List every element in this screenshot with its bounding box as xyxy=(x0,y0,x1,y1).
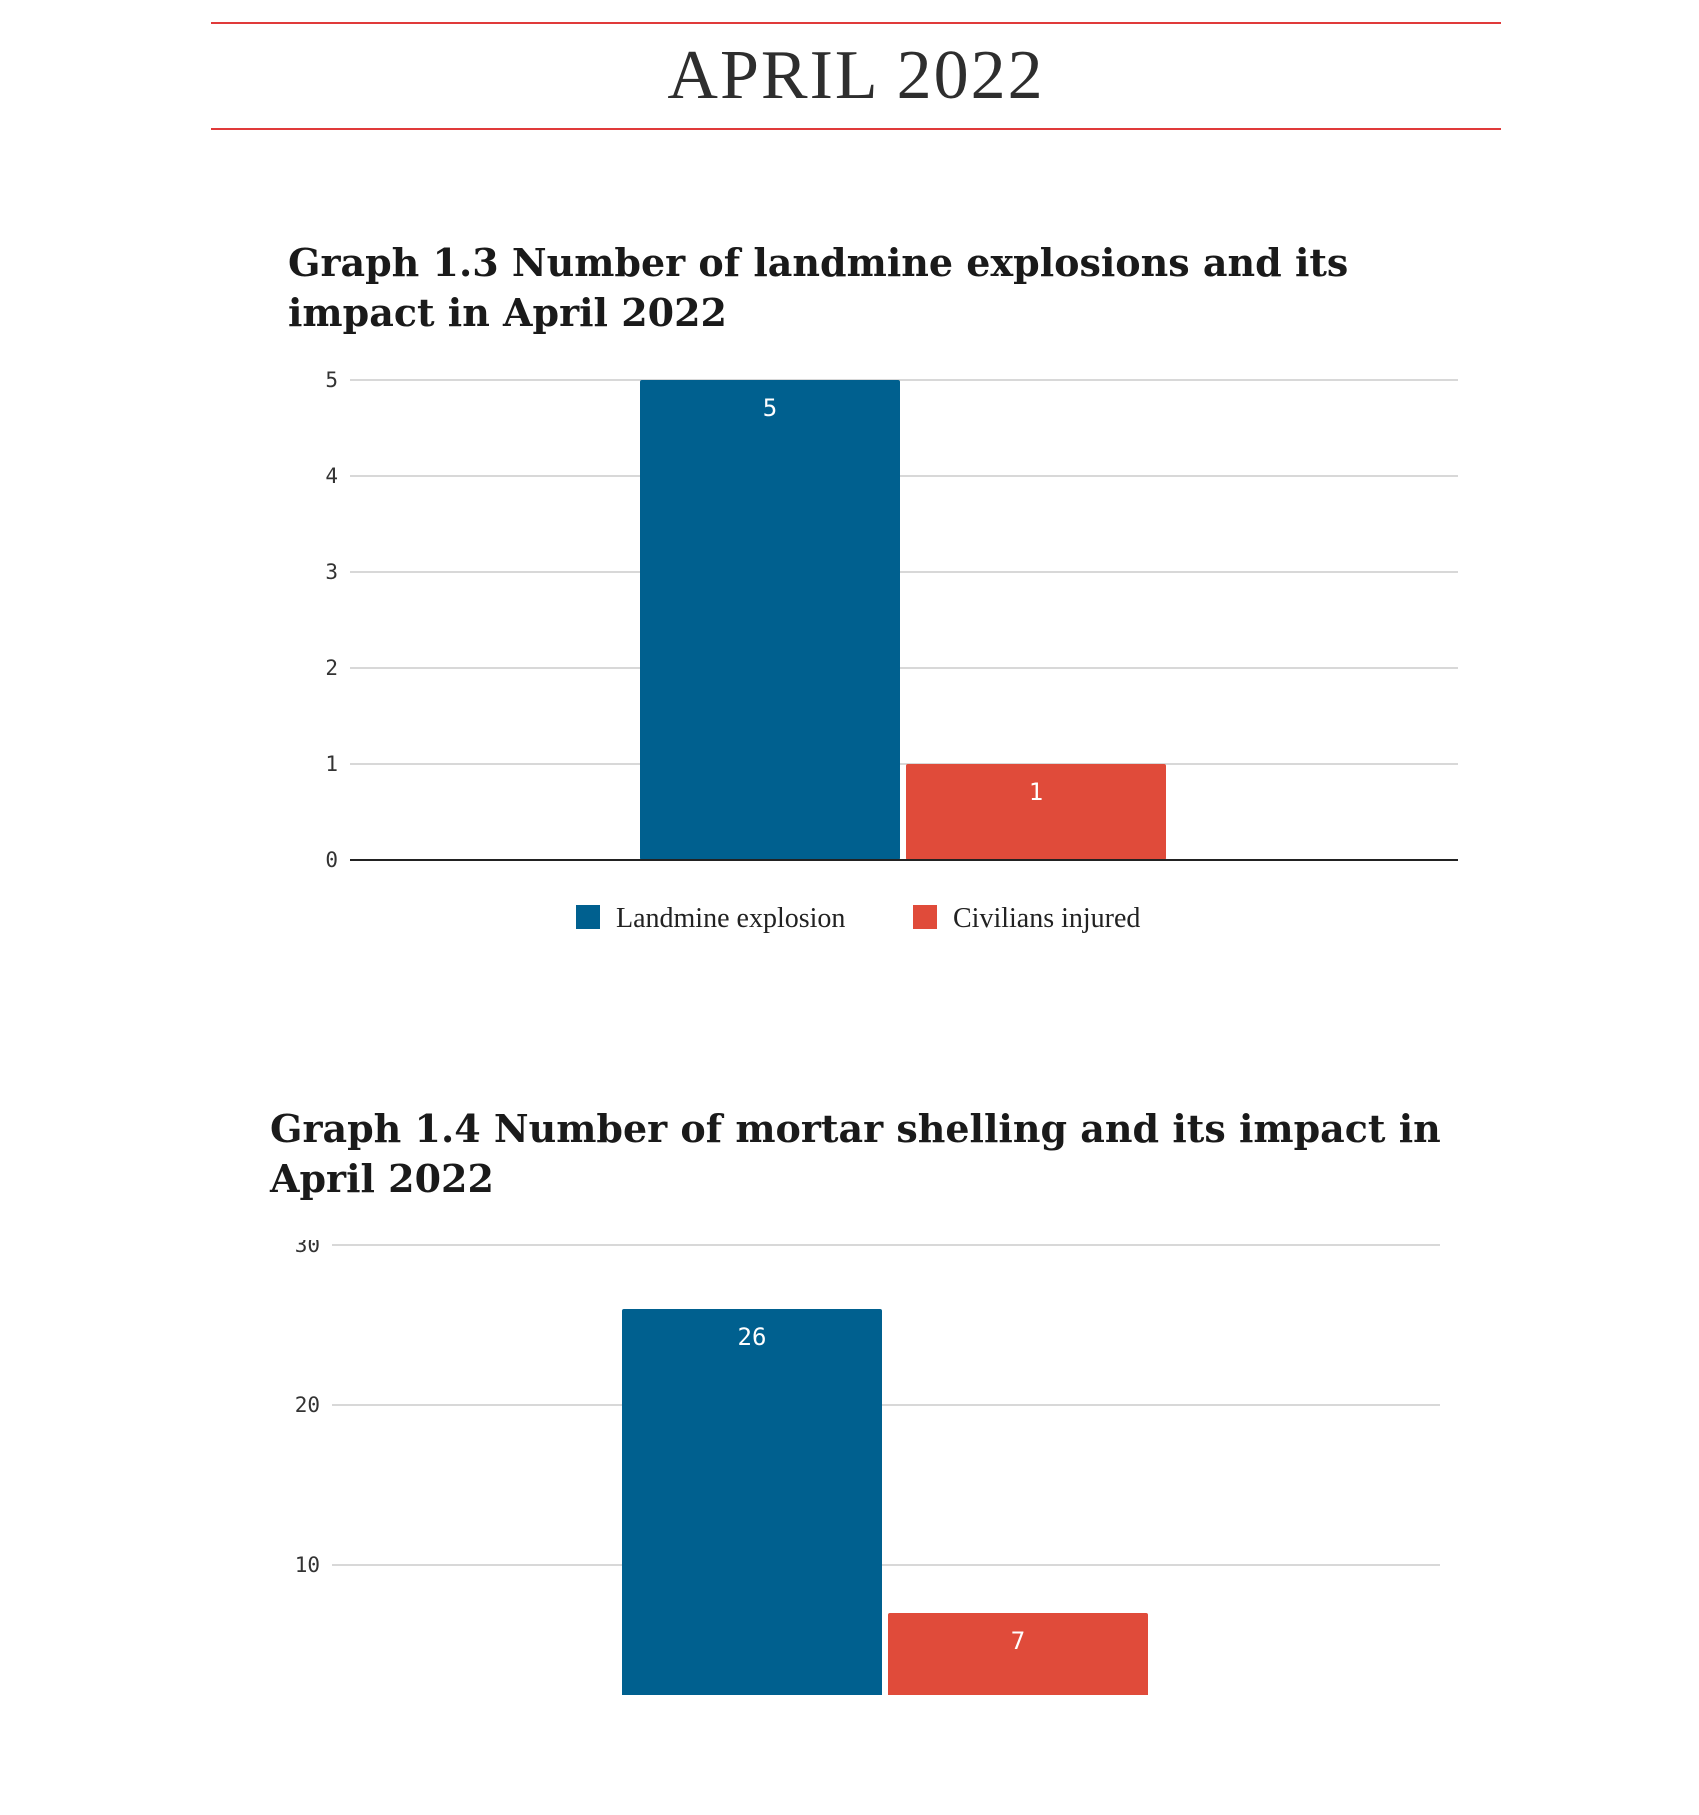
y-tick-label: 4 xyxy=(325,464,338,488)
legend-label: Landmine explosion xyxy=(616,903,845,934)
page-header: APRIL 2022 xyxy=(211,22,1501,130)
y-tick-label: 30 xyxy=(295,1240,320,1257)
y-tick-label: 0 xyxy=(325,848,338,872)
legend-swatch xyxy=(913,905,937,929)
bar-2 xyxy=(906,764,1166,860)
y-tick-label: 1 xyxy=(325,752,338,776)
page-heading: APRIL 2022 xyxy=(667,37,1045,114)
legend-label: Civilians injured xyxy=(953,903,1140,934)
bar-data-label: 26 xyxy=(738,1323,767,1351)
bar-data-label: 7 xyxy=(1011,1627,1025,1655)
y-tick-label: 5 xyxy=(325,368,338,392)
legend-swatch xyxy=(576,905,600,929)
y-tick-label: 20 xyxy=(295,1393,320,1417)
y-tick-label: 10 xyxy=(295,1553,320,1577)
chart-title-1: Graph 1.3 Number of landmine explosions … xyxy=(288,240,1349,335)
chart-2: 0102030267Mortar shellsCivilians injured xyxy=(295,1240,1440,1695)
bar-data-label: 1 xyxy=(1029,778,1043,806)
chart-title-2: Graph 1.4 Number of mortar shelling and … xyxy=(270,1106,1441,1201)
y-tick-label: 3 xyxy=(325,560,338,584)
bar-data-label: 5 xyxy=(763,394,777,422)
y-tick-label: 2 xyxy=(325,656,338,680)
bar-2 xyxy=(888,1613,1148,1695)
bar-1 xyxy=(640,380,900,860)
chart-1: 0 1 2 3 4 5 5 1 Landmine explosion Civilians inju… xyxy=(325,368,1458,934)
bar-1 xyxy=(622,1309,882,1695)
